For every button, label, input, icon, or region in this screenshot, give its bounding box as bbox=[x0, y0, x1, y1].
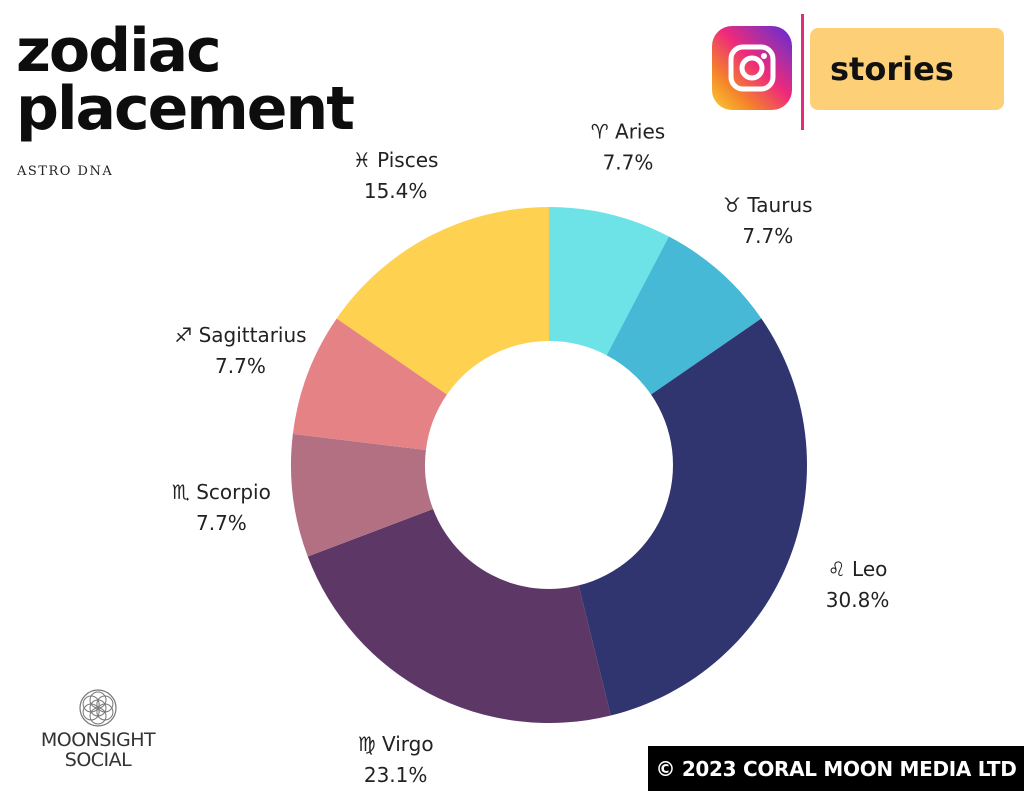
slice-label-scorpio: ♏ Scorpio bbox=[172, 480, 271, 504]
slice-aries bbox=[549, 207, 669, 356]
slice-label-taurus: ♉ Taurus bbox=[723, 193, 812, 217]
slice-value-sagittarius: 7.7% bbox=[215, 354, 266, 378]
slice-label-aries: ♈ Aries bbox=[591, 120, 665, 144]
brand-block: MOONSIGHT SOCIAL bbox=[28, 688, 168, 770]
header-divider bbox=[801, 14, 804, 130]
copyright-bar: © 2023 CORAL MOON MEDIA LTD bbox=[648, 746, 1024, 791]
slice-value-leo: 30.8% bbox=[826, 588, 890, 612]
slice-value-aries: 7.7% bbox=[603, 151, 654, 175]
slice-value-pisces: 15.4% bbox=[364, 179, 428, 203]
slice-taurus bbox=[606, 236, 762, 395]
slice-label-virgo: ♍ Virgo bbox=[358, 732, 434, 756]
slice-value-taurus: 7.7% bbox=[742, 224, 793, 248]
slice-leo bbox=[578, 318, 807, 716]
title-line-2: placement bbox=[16, 74, 355, 144]
slice-label-pisces: ♓ Pisces bbox=[353, 148, 439, 172]
chart-labels: ♈ Aries 7.7% ♉ Taurus 7.7% ♌ Leo 30.8% ♍ Virgo… bbox=[172, 120, 889, 788]
subtitle: ASTRO DNA bbox=[17, 164, 114, 179]
flower-of-life-icon bbox=[79, 689, 117, 727]
brand-line-2: SOCIAL bbox=[64, 749, 132, 771]
brand-line-1: MOONSIGHT bbox=[40, 729, 156, 751]
instagram-icon bbox=[712, 26, 792, 110]
title-line-1: zodiac bbox=[16, 16, 222, 86]
slice-virgo bbox=[307, 508, 611, 724]
slice-value-virgo: 23.1% bbox=[364, 763, 428, 787]
slice-scorpio bbox=[291, 433, 434, 557]
stories-badge: stories bbox=[810, 28, 1004, 110]
slice-sagittarius bbox=[292, 318, 447, 451]
slice-label-leo: ♌ Leo bbox=[828, 557, 888, 581]
slice-value-scorpio: 7.7% bbox=[196, 511, 247, 535]
slice-pisces bbox=[336, 207, 549, 395]
slice-label-sagittarius: ♐ Sagittarius bbox=[174, 323, 306, 347]
chart-slices bbox=[291, 207, 807, 724]
page-title: zodiac placement bbox=[16, 16, 355, 144]
